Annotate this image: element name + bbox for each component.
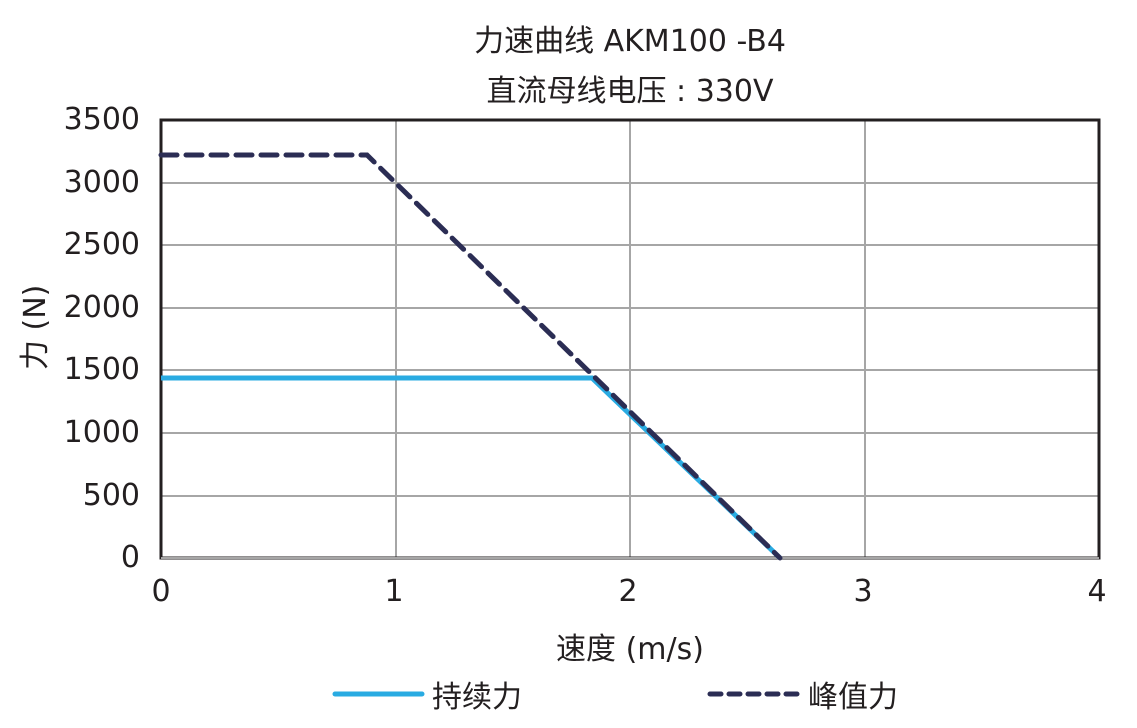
y-tick: 1000	[63, 415, 140, 450]
chart-subtitle: 直流母线电压 : 330V	[486, 74, 774, 109]
x-axis-title: 速度 (m/s)	[556, 632, 704, 667]
legend-peak-label: 峰值力	[808, 680, 898, 715]
x-tick: 2	[618, 574, 638, 609]
gridlines	[161, 120, 1099, 558]
x-tick: 3	[853, 574, 873, 609]
series-peak-force	[158, 152, 783, 561]
legend-continuous-label: 持续力	[432, 680, 522, 715]
x-tick: 4	[1087, 574, 1107, 609]
y-axis-title: 力 (N)	[18, 284, 53, 370]
y-tick: 2000	[63, 290, 140, 325]
y-tick: 2500	[63, 227, 140, 262]
x-tick: 1	[384, 574, 404, 609]
y-tick: 1500	[63, 352, 140, 387]
y-tick: 3000	[63, 165, 140, 200]
x-tick: 0	[151, 574, 171, 609]
chart-title: 力速曲线 AKM100 -B4	[474, 24, 786, 59]
y-tick: 500	[82, 478, 140, 513]
y-tick: 3500	[63, 102, 140, 137]
y-tick: 0	[120, 540, 140, 575]
series-continuous-force	[161, 375, 782, 560]
